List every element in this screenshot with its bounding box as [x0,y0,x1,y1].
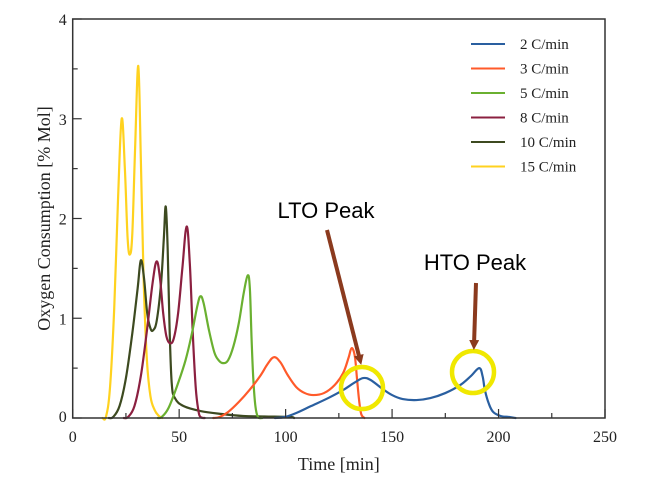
legend-label: 3 C/min [520,62,569,78]
annotation-hto-peak: HTO Peak [424,250,527,396]
legend-item: 10 C/min [471,135,577,151]
legend-label: 10 C/min [520,135,577,151]
annotation-label: LTO Peak [277,198,375,223]
legend-item: 8 C/min [471,111,569,127]
legend-item: 15 C/min [471,160,577,176]
series-layer [101,64,517,421]
x-tick-label: 0 [69,429,77,446]
legend-label: 2 C/min [520,37,569,53]
arrow-icon [469,282,480,350]
series-line-15-c-min [101,64,164,421]
y-tick-label: 2 [59,212,67,229]
x-tick-label: 200 [487,429,511,446]
legend-label: 15 C/min [520,160,577,176]
annotations: LTO Peak HTO Peak [277,198,527,412]
series-line-10-c-min [107,205,296,420]
x-tick-label: 50 [171,429,187,446]
x-tick-label: 250 [593,429,617,446]
y-tick-label: 4 [59,12,67,29]
ticks-layer: 0 50 100 150 200 250 0 1 2 3 4 [59,12,617,446]
annotation-lto-peak: LTO Peak [277,198,386,412]
x-axis-label: Time [min] [298,454,380,474]
y-tick-label: 1 [59,311,67,328]
legend-item: 2 C/min [471,37,569,53]
series-line-5-c-min [156,274,264,420]
series-line-2-c-min [273,367,517,420]
y-tick-label: 0 [59,409,67,426]
highlight-circle [449,348,497,396]
legend-item: 3 C/min [471,62,569,78]
legend-label: 5 C/min [520,86,569,102]
legend-item: 5 C/min [471,86,569,102]
annotation-label: HTO Peak [424,250,527,275]
arrow-icon [325,229,364,365]
legend: 2 C/min 3 C/min 5 C/min 8 C/min 10 C/min 15 C… [471,37,577,176]
x-tick-label: 100 [274,429,298,446]
y-axis-label: Oxygen Consumption [% Mol] [34,106,54,331]
x-tick-label: 150 [380,429,404,446]
highlight-circle [338,364,386,412]
series-line-8-c-min [122,225,206,420]
y-tick-label: 3 [59,112,67,129]
legend-label: 8 C/min [520,111,569,127]
